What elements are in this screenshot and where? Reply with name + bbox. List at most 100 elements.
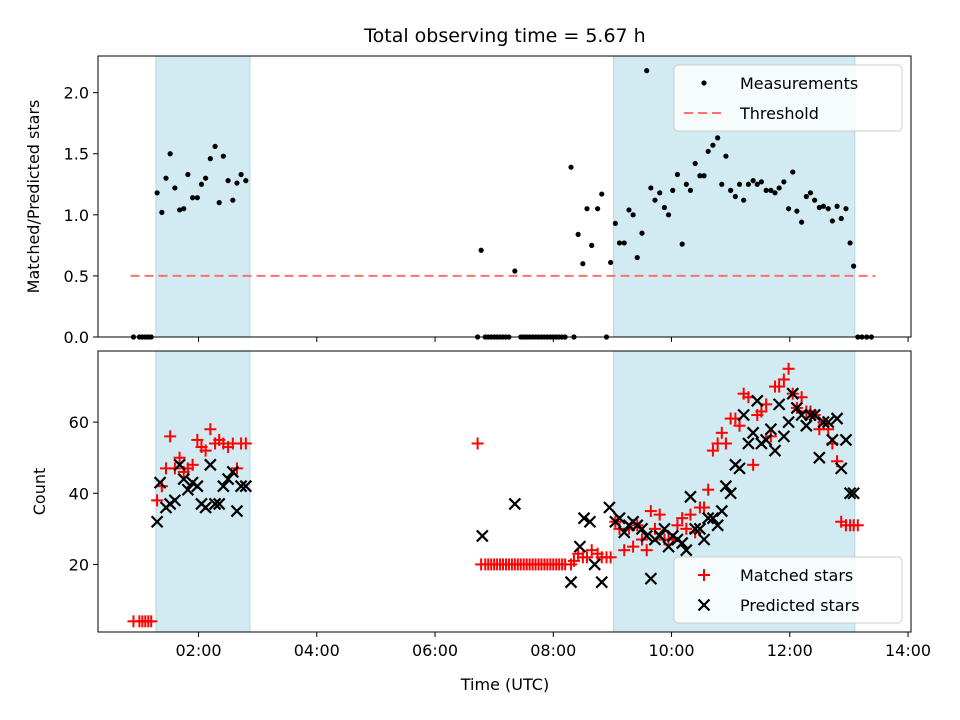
measurement-point — [599, 191, 605, 197]
legend-label: Matched stars — [740, 566, 853, 585]
measurement-point — [736, 181, 743, 187]
predicted-star-point — [640, 529, 653, 543]
predicted-star-point — [221, 472, 235, 486]
measurement-point — [807, 190, 814, 196]
matched-star-point — [191, 433, 204, 446]
predicted-star-point — [684, 490, 697, 504]
predicted-star-point — [719, 479, 733, 493]
measurement-point — [710, 142, 716, 148]
predicted-star-point — [800, 419, 813, 432]
y-tick-label: 20 — [69, 555, 89, 574]
predicted-star-point — [234, 479, 248, 493]
measurement-point — [207, 156, 213, 162]
measurement-point — [657, 190, 663, 196]
top-y-ticks: 0.0 0.5 1.0 1.5 2.0 — [64, 84, 98, 347]
matched-star-point — [676, 512, 689, 525]
matched-star-point — [644, 505, 657, 518]
y-tick-label: 0.5 — [64, 267, 89, 286]
measurement-point — [243, 178, 249, 184]
measurement-point — [754, 181, 760, 187]
measurement-point — [790, 169, 796, 175]
measurement-point — [181, 206, 187, 212]
predicted-star-point — [603, 501, 616, 514]
measurement-point — [661, 204, 668, 211]
matched-star-point — [706, 444, 719, 457]
measurement-point — [230, 197, 236, 203]
matched-star-point — [680, 522, 693, 535]
matched-star-point — [777, 373, 790, 386]
predicted-star-point — [168, 494, 182, 507]
predicted-star-point — [782, 415, 795, 429]
bottom-x-ticks: 02:00 04:00 06:00 08:00 10:00 12:00 14:00 — [175, 632, 931, 660]
matched-star-point — [204, 423, 217, 436]
measurement-point — [763, 187, 769, 193]
top-measurement-points — [130, 68, 874, 340]
predicted-star-point — [821, 415, 835, 429]
measurement-point — [799, 219, 805, 225]
predicted-star-point — [843, 487, 857, 500]
x-tick-label: 10:00 — [648, 641, 694, 660]
measurement-point — [652, 197, 658, 203]
measurement-point — [626, 207, 632, 213]
predicted-star-point — [804, 408, 817, 422]
predicted-star-point — [644, 572, 658, 585]
predicted-star-point — [813, 451, 826, 464]
measurement-point — [154, 190, 160, 196]
matched-star-point — [719, 437, 732, 450]
matched-star-point — [755, 405, 768, 418]
predicted-star-point — [595, 575, 609, 589]
measurement-point — [843, 206, 849, 212]
predicted-star-point — [834, 462, 848, 475]
predicted-star-point — [759, 433, 773, 447]
measurement-point — [190, 195, 196, 201]
matched-star-point — [702, 483, 715, 496]
measurement-point — [812, 197, 818, 203]
matched-star-point — [822, 423, 835, 436]
matched-star-point — [471, 437, 484, 450]
predicted-star-point — [177, 472, 191, 486]
predicted-star-point — [764, 422, 778, 436]
predicted-star-point — [230, 504, 244, 518]
matched-star-point — [653, 508, 666, 521]
bottom-star-points — [127, 362, 864, 628]
measurement-point — [781, 179, 787, 185]
predicted-star-point — [653, 529, 666, 543]
chart-title: Total observing time = 5.67 h — [363, 25, 645, 47]
measurement-point — [794, 208, 800, 214]
measurement-point — [225, 178, 231, 184]
measurement-point — [723, 153, 729, 159]
predicted-star-point — [746, 426, 760, 440]
x-tick-label: 06:00 — [412, 641, 458, 660]
predicted-star-point — [226, 465, 240, 479]
shaded-interval-1 — [155, 55, 251, 338]
measurement-point — [745, 181, 752, 187]
matched-star-point — [186, 458, 199, 471]
measurement-point — [674, 171, 681, 178]
legend-box — [673, 64, 903, 132]
matched-star-point — [567, 554, 580, 567]
measurement-point — [829, 218, 835, 224]
predicted-star-point — [768, 444, 782, 457]
matched-star-point — [747, 458, 760, 471]
matched-star-point — [164, 430, 177, 443]
panel-ratio: 0.00.51.01.52.0 Matched/Predicted stars … — [24, 55, 912, 347]
predicted-star-point — [173, 458, 186, 472]
predicted-star-point — [181, 483, 195, 496]
matched-star-point — [618, 544, 631, 557]
x-tick-label: 14:00 — [885, 641, 931, 660]
y-tick-label: 2.0 — [64, 84, 89, 103]
predicted-star-point — [675, 536, 689, 550]
measurement-point — [719, 181, 725, 187]
measurement-point — [670, 187, 676, 193]
measurement-point — [639, 230, 645, 236]
measurement-point — [701, 173, 707, 179]
measurement-point — [575, 231, 581, 237]
measurement-point — [478, 247, 484, 253]
top-y-axis-label: Matched/Predicted stars — [24, 100, 43, 294]
predicted-star-point — [564, 575, 578, 589]
measurement-point — [212, 143, 218, 150]
matched-star-point — [239, 437, 252, 450]
x-tick-label: 12:00 — [767, 641, 813, 660]
predicted-star-point — [573, 540, 587, 553]
